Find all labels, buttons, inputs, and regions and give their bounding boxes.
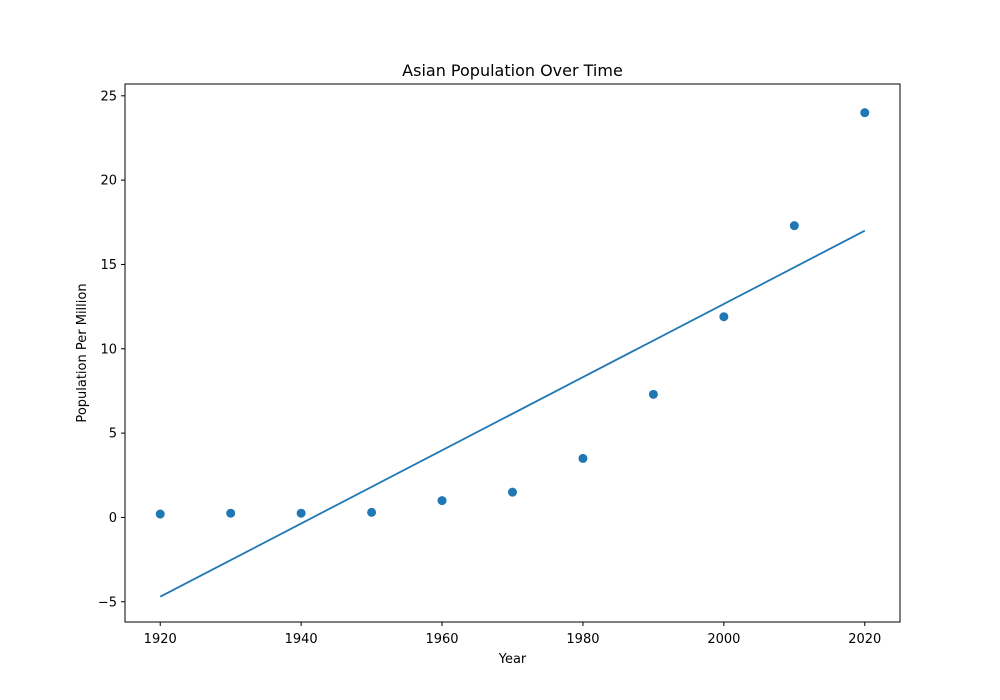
- y-tick-label: 10: [100, 342, 117, 357]
- y-axis: −5 0 5 10 15 20 25: [98, 89, 125, 610]
- plot-area: [155, 108, 870, 598]
- data-point: [508, 487, 517, 497]
- x-tick-label: 1920: [144, 632, 177, 647]
- trend-line: [159, 229, 866, 598]
- data-point: [437, 496, 447, 506]
- data-point: [296, 508, 306, 518]
- data-point: [648, 389, 658, 399]
- y-tick-label: 15: [100, 258, 117, 273]
- y-tick-label: 5: [109, 427, 117, 442]
- data-point: [860, 108, 870, 118]
- data-point: [719, 312, 729, 322]
- x-axis-title: Year: [498, 652, 527, 667]
- data-point: [578, 453, 588, 463]
- axes-frame: [124, 83, 901, 623]
- y-tick-label: 20: [100, 174, 117, 189]
- data-point: [226, 508, 236, 518]
- y-tick-label: 25: [100, 89, 117, 104]
- x-tick-label: 2000: [707, 632, 740, 647]
- x-tick-label: 1960: [425, 632, 458, 647]
- y-axis-title: Population Per Million: [75, 283, 90, 422]
- chart-title: Asian Population Over Time: [402, 61, 623, 80]
- data-point: [789, 221, 799, 231]
- x-axis: 1920 1940 1960 1980 2000 2020: [144, 622, 881, 647]
- y-tick-label: 0: [109, 511, 117, 526]
- data-point: [155, 509, 165, 519]
- x-tick-label: 1940: [285, 632, 318, 647]
- x-tick-label: 2020: [848, 632, 881, 647]
- data-point: [367, 507, 377, 517]
- x-tick-label: 1980: [566, 632, 599, 647]
- y-tick-label: −5: [98, 595, 117, 610]
